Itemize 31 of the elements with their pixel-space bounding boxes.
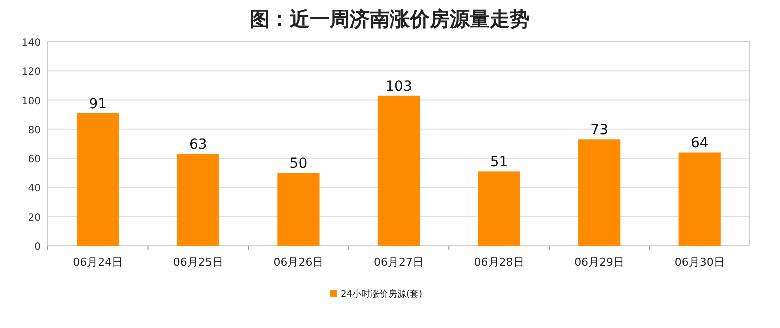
y-tick-label: 0 xyxy=(34,242,41,253)
x-tick-label: 06月24日 xyxy=(73,256,124,269)
x-tick-label: 06月26日 xyxy=(274,256,324,269)
y-tick-label: 40 xyxy=(28,184,41,195)
x-tick-label: 06月25日 xyxy=(173,256,224,269)
x-tick-label: 06月30日 xyxy=(674,256,725,269)
x-tick-label: 06月28日 xyxy=(474,256,524,269)
x-tick-label: 06月29日 xyxy=(574,256,625,269)
data-label: 103 xyxy=(386,78,412,95)
y-tick-label: 140 xyxy=(22,38,41,49)
y-tick-label: 100 xyxy=(22,96,41,108)
data-label: 73 xyxy=(590,122,608,139)
bar xyxy=(378,96,420,246)
bar xyxy=(478,172,520,246)
y-tick-label: 80 xyxy=(28,125,41,136)
y-tick-label: 60 xyxy=(28,154,41,166)
data-label: 50 xyxy=(290,156,308,172)
data-label: 63 xyxy=(190,137,208,154)
bar xyxy=(678,152,721,246)
legend-label: 24小时涨价房源(套) xyxy=(341,289,422,300)
bar xyxy=(578,140,621,246)
bar xyxy=(177,154,220,246)
data-label: 91 xyxy=(89,96,108,112)
bar xyxy=(77,113,120,246)
chart-title: 图：近一周济南涨价房源量走势 xyxy=(250,7,530,31)
y-tick-label: 20 xyxy=(28,212,41,224)
y-tick-label: 120 xyxy=(22,67,41,78)
data-label: 64 xyxy=(690,136,709,152)
x-tick-label: 06月27日 xyxy=(374,256,424,269)
data-label: 51 xyxy=(490,154,508,171)
bar xyxy=(278,173,320,246)
